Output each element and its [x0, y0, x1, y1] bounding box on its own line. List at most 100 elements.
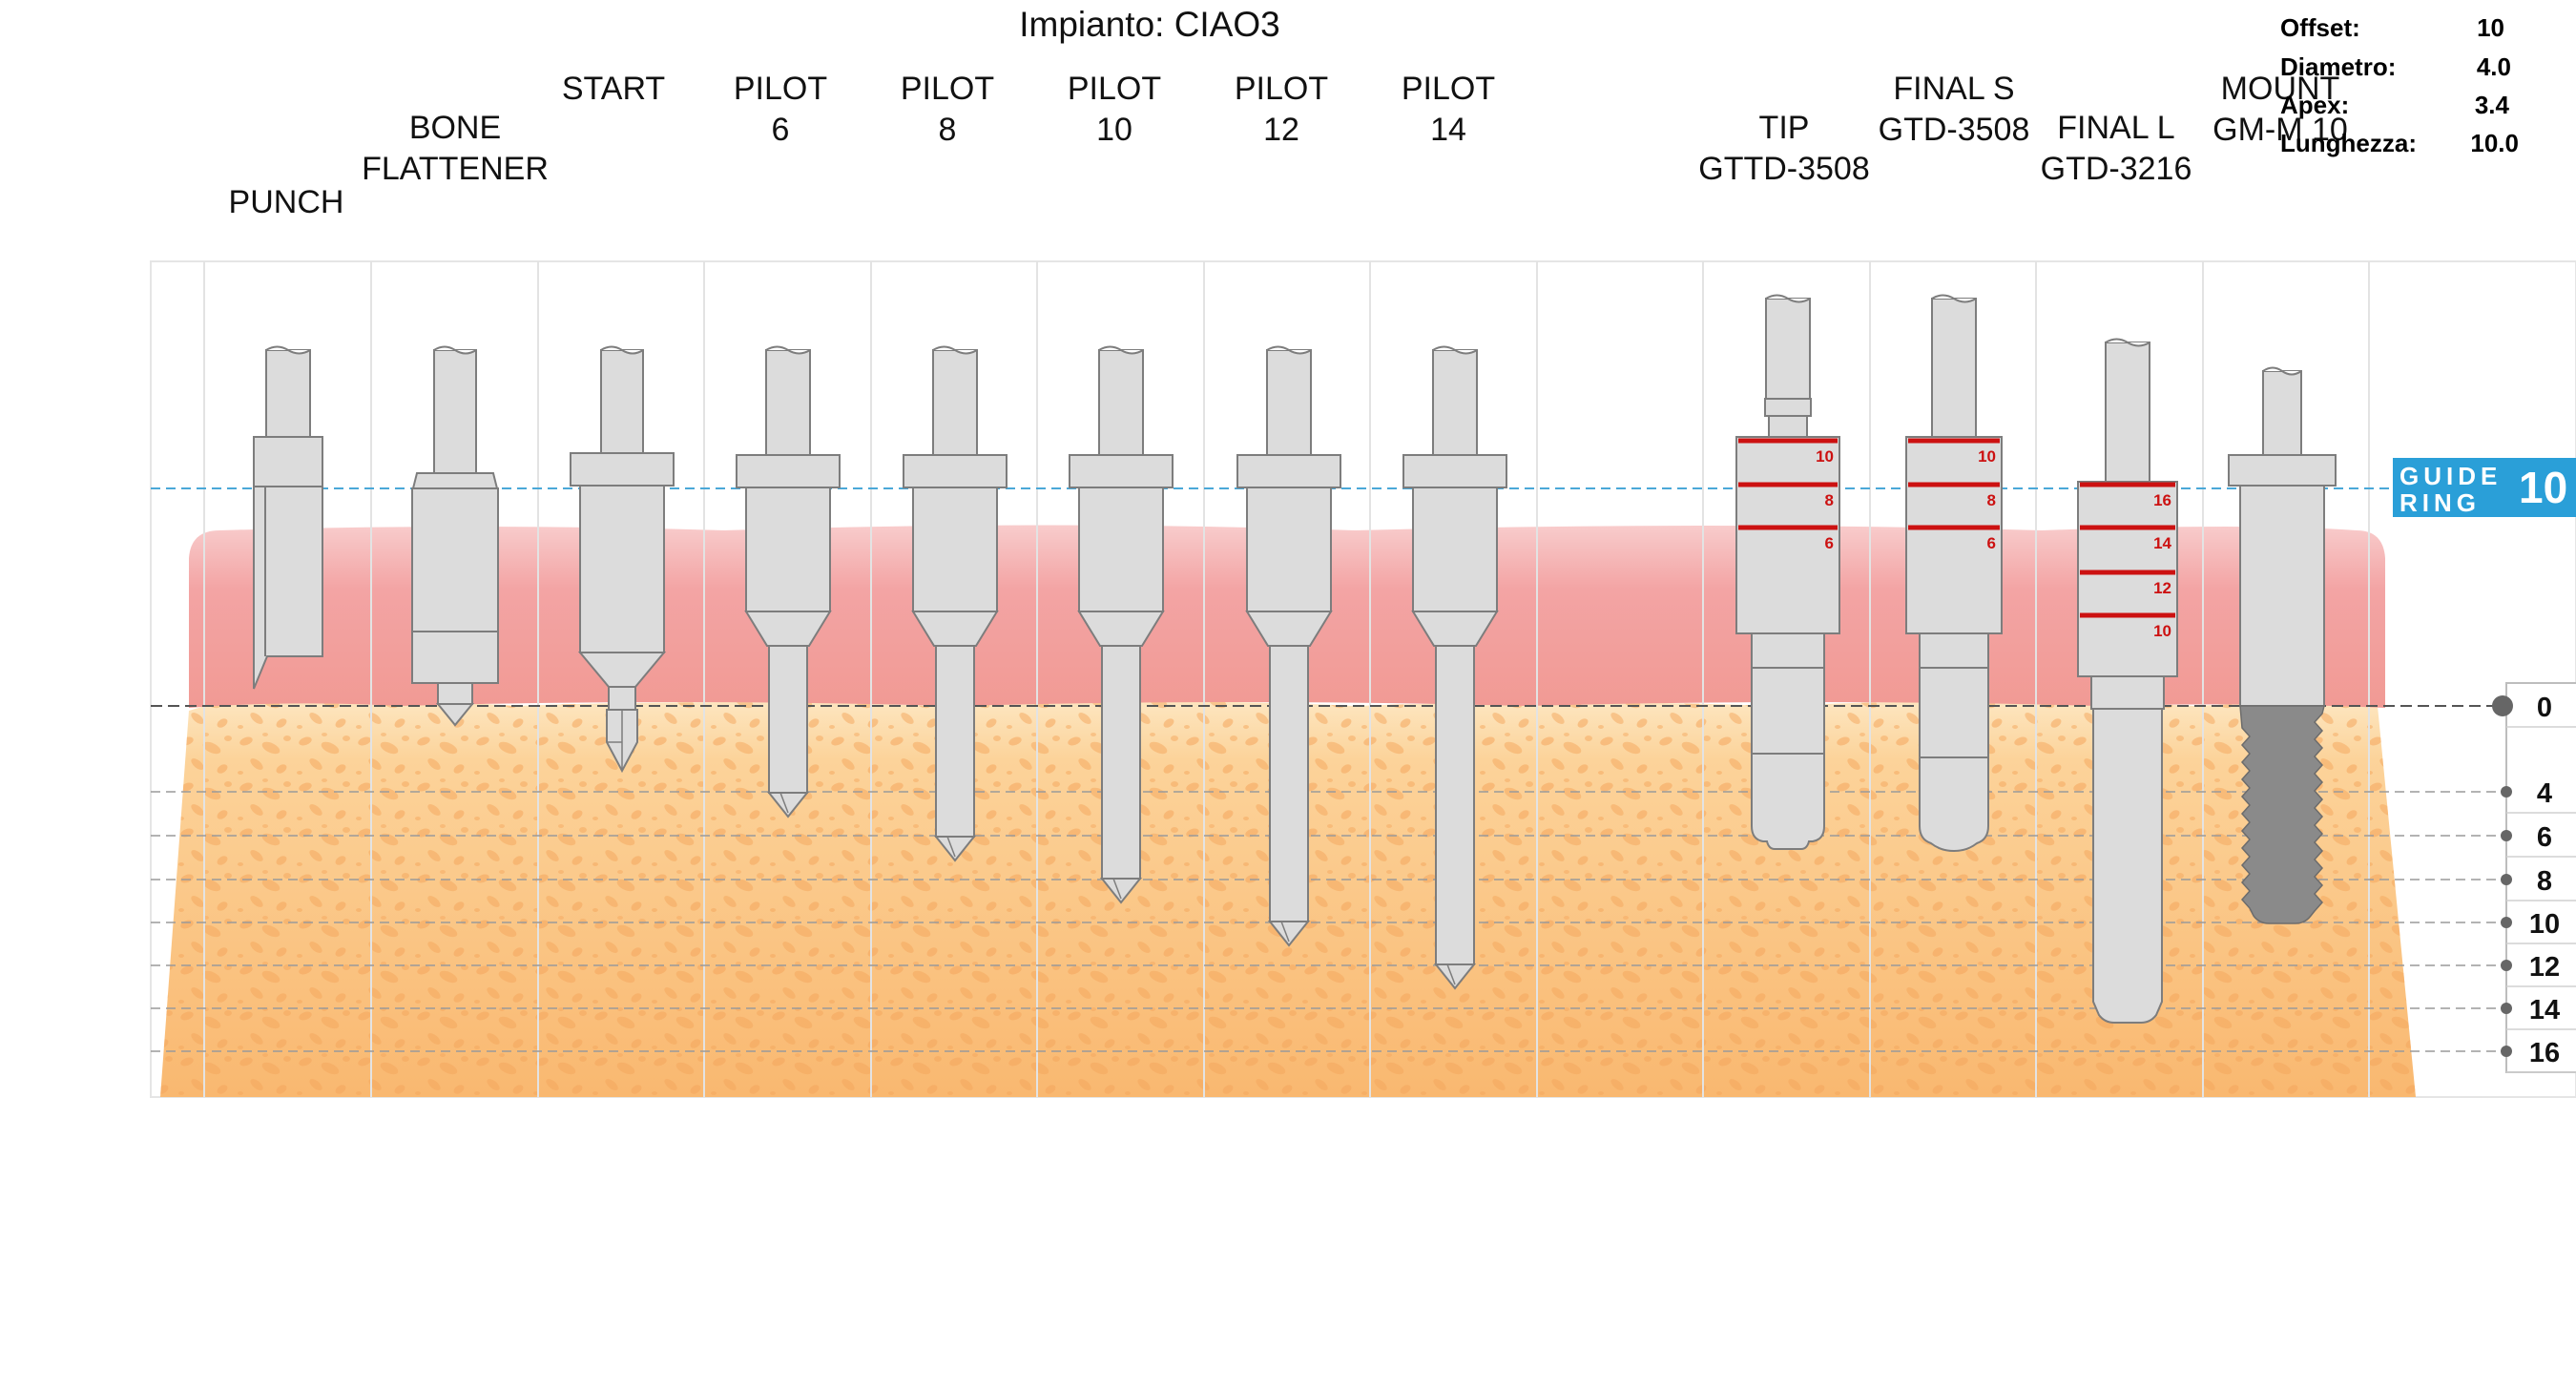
drill-shaft: [1101, 645, 1141, 880]
depth-dot: [2501, 917, 2512, 928]
shank-cut: [1931, 294, 1977, 303]
shank-cut: [1765, 294, 1811, 303]
depth-mark-label: 10: [1978, 447, 1996, 466]
depth-dot: [2501, 874, 2512, 885]
final-s-body: [1905, 436, 2003, 634]
depth-dot: [2501, 830, 2512, 841]
drill-shaft: [768, 645, 808, 794]
depth-mark-label: 6: [1825, 534, 1834, 552]
tool-label: PILOT: [901, 71, 994, 107]
tool-mount: [2228, 366, 2337, 924]
mount-body: [2239, 485, 2325, 707]
guide-ring-line2: RING: [2399, 488, 2481, 517]
flattener-collar: [411, 472, 499, 489]
tool-label: GTD-3216: [2041, 151, 2192, 187]
shank-cut: [2105, 338, 2150, 347]
depth-scale-label: 8: [2537, 866, 2552, 897]
tool-label: 8: [939, 112, 957, 148]
tool-shank: [1098, 349, 1144, 456]
shank-cut: [2262, 366, 2302, 376]
tool-label: FINAL S: [1893, 71, 2014, 107]
tool-final-s: 10 8 6: [1905, 294, 2003, 853]
tip-ring: [1764, 398, 1812, 417]
depth-scale-label: 4: [2537, 778, 2552, 809]
tool-label: FLATTENER: [362, 151, 549, 187]
depth-scale-label: 6: [2537, 822, 2552, 853]
tool-label: 6: [772, 112, 790, 148]
tool-label: FINAL L: [2057, 110, 2174, 146]
tool-shank: [1266, 349, 1312, 456]
depth-scale-label: 16: [2529, 1038, 2560, 1068]
tool-label: PILOT: [1402, 71, 1495, 107]
depth-scale-label: 10: [2529, 909, 2560, 940]
tool-shank: [265, 349, 311, 440]
drill-shaft: [935, 645, 975, 838]
depth-scale-label: 12: [2529, 952, 2560, 983]
tool-labels: PUNCH BONE FLATTENER START PILOT 6 PILOT 8 PILOT…: [229, 71, 2348, 220]
tip-neck: [1751, 632, 1825, 669]
shank-cut: [1098, 345, 1144, 355]
tool-pilot-14: [1402, 345, 1507, 990]
start-collar: [570, 452, 675, 487]
tool-label: PILOT: [1068, 71, 1161, 107]
tool-shank: [1432, 349, 1478, 456]
tip-flute: [1446, 963, 1456, 985]
tip-ring: [1768, 415, 1808, 438]
tool-shank: [932, 349, 978, 456]
tip-flute: [779, 792, 789, 814]
tool-pilot-8: [903, 345, 1008, 862]
tip-flute: [1280, 921, 1290, 943]
guide-ring-box: [2393, 458, 2576, 517]
drill-body: [1412, 487, 1498, 612]
tool-shank: [1765, 298, 1811, 400]
drill-taper: [1411, 611, 1499, 647]
tool-pilot-6: [736, 345, 841, 818]
tools-group: 10 8 6 10 8 6 16 14 12 10: [253, 294, 2337, 1024]
start-neck: [608, 686, 636, 711]
shank-cut: [433, 345, 477, 355]
info-diametro-label: Diametro:: [2280, 52, 2396, 81]
shank-cut: [765, 345, 811, 355]
tool-shank: [1931, 298, 1977, 438]
drill-taper: [1245, 611, 1333, 647]
drill-body: [912, 487, 998, 612]
info-apex-label: Apex:: [2280, 91, 2349, 119]
drill-taper: [911, 611, 999, 647]
drill-collar: [736, 454, 841, 488]
tool-label: 14: [1430, 112, 1466, 148]
drill-tip: [1433, 963, 1477, 990]
info-diametro-value: 4.0: [2477, 52, 2511, 81]
guide-ring-line1: GUIDE: [2399, 462, 2502, 490]
tool-label: TIP: [1759, 110, 1810, 146]
drill-tip: [1099, 878, 1143, 904]
tool-label: GTD-3508: [1879, 112, 2030, 148]
drill-collar: [1236, 454, 1341, 488]
info-lunghezza-label: Lunghezza:: [2280, 129, 2417, 157]
info-offset-value: 10: [2477, 13, 2504, 42]
depth-scale-box: [2505, 682, 2576, 1073]
tool-label: GTTD-3508: [1698, 151, 1870, 187]
tip-body: [1735, 436, 1840, 634]
depth-scale: 0 4 6 8 10 12 14 16: [2492, 682, 2576, 1073]
final-s-end: [1919, 667, 1989, 853]
tool-pilot-12: [1236, 345, 1341, 947]
shank-cut: [600, 345, 644, 355]
depth-mark-label: 16: [2153, 491, 2171, 509]
depth-mark-label: 10: [2153, 622, 2171, 640]
shank-cut: [1432, 345, 1478, 355]
tool-tip: 10 8 6: [1735, 294, 1840, 850]
tool-label: BONE: [409, 110, 501, 146]
column-separators: [203, 261, 2370, 1097]
drill-tip: [1267, 921, 1311, 947]
tool-label: PUNCH: [229, 184, 344, 220]
tool-pilot-10: [1069, 345, 1174, 904]
depth-scale-label: 14: [2529, 995, 2560, 1025]
info-lunghezza-value: 10.0: [2470, 129, 2519, 157]
final-l-end: [2092, 708, 2163, 1024]
drill-body: [745, 487, 831, 612]
drill-collar: [903, 454, 1008, 488]
implant-body: [2239, 705, 2325, 924]
drill-tip: [933, 836, 977, 862]
final-l-neck: [2090, 675, 2165, 710]
tool-shank: [433, 349, 477, 476]
